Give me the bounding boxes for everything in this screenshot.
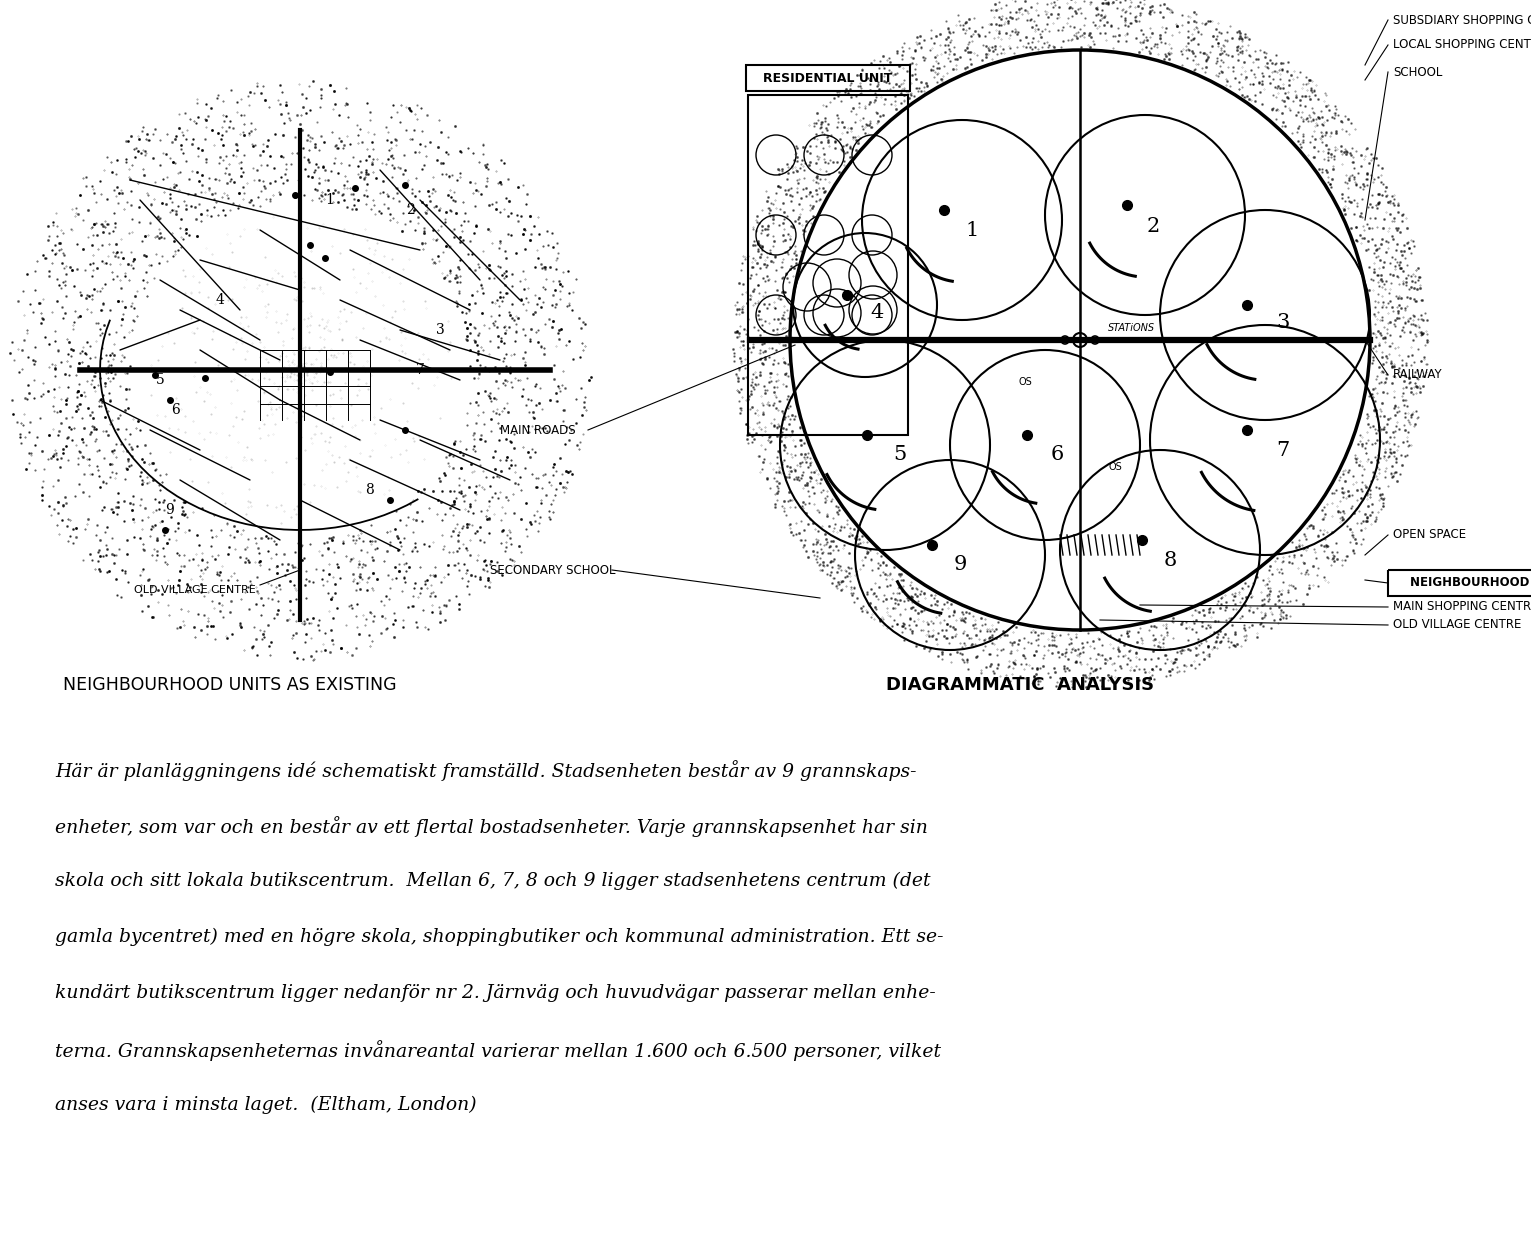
Text: SECONDARY SCHOOL: SECONDARY SCHOOL [490,563,615,577]
Text: 1: 1 [326,194,334,207]
Text: 4: 4 [871,304,883,323]
Text: OS: OS [1108,462,1122,472]
Text: SUBSDIARY SHOPPING CENTRE: SUBSDIARY SHOPPING CENTRE [1393,14,1531,26]
Text: 3: 3 [436,323,444,338]
Text: RAILWAY: RAILWAY [1393,369,1442,381]
Text: 8: 8 [1164,551,1177,570]
Text: 7: 7 [415,364,424,377]
Text: LOCAL SHOPPING CENTRE: LOCAL SHOPPING CENTRE [1393,38,1531,51]
Text: Här är planläggningens idé schematiskt framställd. Stadsenheten består av 9 gran: Här är planläggningens idé schematiskt f… [55,759,917,781]
Text: anses vara i minsta laget.  (Eltham, London): anses vara i minsta laget. (Eltham, Lond… [55,1096,476,1114]
Text: RESIDENTIAL UNIT: RESIDENTIAL UNIT [764,72,893,84]
Text: 9: 9 [954,556,966,575]
Text: enheter, som var och en består av ett flertal bostadsenheter. Varje grannskapsen: enheter, som var och en består av ett fl… [55,817,928,836]
Text: OLD VILLAGE CENTRE: OLD VILLAGE CENTRE [135,585,256,594]
Bar [749,96,908,436]
Circle shape [1092,336,1099,344]
Text: NEIGHBOURHOOD UNITS AS EXISTING: NEIGHBOURHOOD UNITS AS EXISTING [63,676,397,694]
Text: MAIN SHOPPING CENTRE: MAIN SHOPPING CENTRE [1393,601,1531,613]
Text: OS: OS [1018,377,1032,387]
Text: MAIN ROADS: MAIN ROADS [501,423,576,437]
Text: 2: 2 [406,204,415,217]
Text: 6: 6 [1050,446,1064,464]
Text: 4: 4 [216,293,225,307]
Text: gamla bycentret) med en högre skola, shoppingbutiker och kommunal administration: gamla bycentret) med en högre skola, sho… [55,928,943,946]
Circle shape [1061,336,1069,344]
Text: 8: 8 [366,483,375,496]
Text: 5: 5 [894,446,906,464]
Text: 9: 9 [165,503,175,517]
Text: 3: 3 [1277,314,1289,333]
Circle shape [1073,333,1087,347]
Text: skola och sitt lokala butikscentrum.  Mellan 6, 7, 8 och 9 ligger stadsenhetens : skola och sitt lokala butikscentrum. Mel… [55,872,931,890]
Text: 5: 5 [156,374,164,387]
Bar [1389,570,1531,596]
Text: DIAGRAMMATIC  ANALYSIS: DIAGRAMMATIC ANALYSIS [886,676,1154,694]
Text: kundärt butikscentrum ligger nedanför nr 2. Järnväg och huvudvägar passerar mell: kundärt butikscentrum ligger nedanför nr… [55,984,935,1001]
Text: 1: 1 [966,221,978,240]
Text: SCHOOL: SCHOOL [1393,66,1442,78]
Text: OPEN SPACE: OPEN SPACE [1393,529,1467,541]
Text: OLD VILLAGE CENTRE: OLD VILLAGE CENTRE [1393,618,1522,632]
Text: 2: 2 [1147,217,1159,237]
Text: NEIGHBOURHOOD UNIT: NEIGHBOURHOOD UNIT [1410,577,1531,589]
Text: STATiONS: STATiONS [1108,323,1154,333]
Text: 7: 7 [1277,441,1289,459]
Bar [746,65,909,91]
Text: 6: 6 [170,403,179,417]
Text: terna. Grannskapsenheternas invånareantal varierar mellan 1.600 och 6.500 person: terna. Grannskapsenheternas invånareanta… [55,1040,942,1061]
